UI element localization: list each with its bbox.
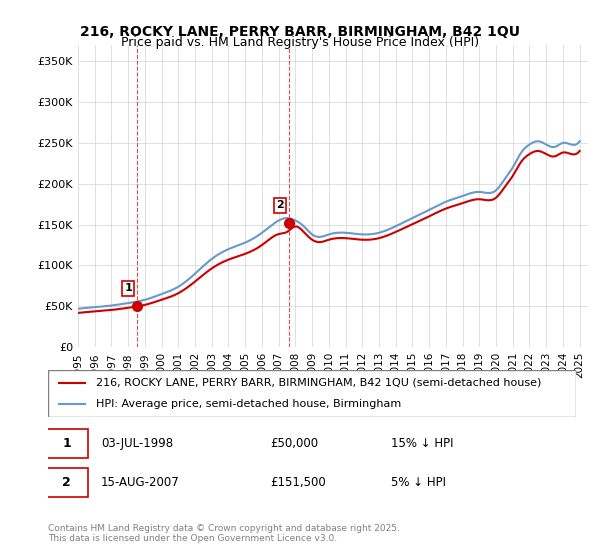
Text: 03-JUL-1998: 03-JUL-1998 <box>101 437 173 450</box>
Text: 2: 2 <box>62 476 71 489</box>
Text: 15-AUG-2007: 15-AUG-2007 <box>101 476 179 489</box>
FancyBboxPatch shape <box>46 429 88 459</box>
Text: £151,500: £151,500 <box>270 476 326 489</box>
Text: Price paid vs. HM Land Registry's House Price Index (HPI): Price paid vs. HM Land Registry's House … <box>121 36 479 49</box>
Text: 216, ROCKY LANE, PERRY BARR, BIRMINGHAM, B42 1QU: 216, ROCKY LANE, PERRY BARR, BIRMINGHAM,… <box>80 25 520 39</box>
Text: HPI: Average price, semi-detached house, Birmingham: HPI: Average price, semi-detached house,… <box>95 399 401 409</box>
Text: 216, ROCKY LANE, PERRY BARR, BIRMINGHAM, B42 1QU (semi-detached house): 216, ROCKY LANE, PERRY BARR, BIRMINGHAM,… <box>95 378 541 388</box>
Text: 5% ↓ HPI: 5% ↓ HPI <box>391 476 446 489</box>
Text: Contains HM Land Registry data © Crown copyright and database right 2025.
This d: Contains HM Land Registry data © Crown c… <box>48 524 400 543</box>
Text: 2: 2 <box>277 200 284 211</box>
FancyBboxPatch shape <box>48 370 576 417</box>
Text: 1: 1 <box>124 283 132 293</box>
Text: 1: 1 <box>62 437 71 450</box>
Text: £50,000: £50,000 <box>270 437 318 450</box>
Text: 15% ↓ HPI: 15% ↓ HPI <box>391 437 454 450</box>
FancyBboxPatch shape <box>46 468 88 497</box>
